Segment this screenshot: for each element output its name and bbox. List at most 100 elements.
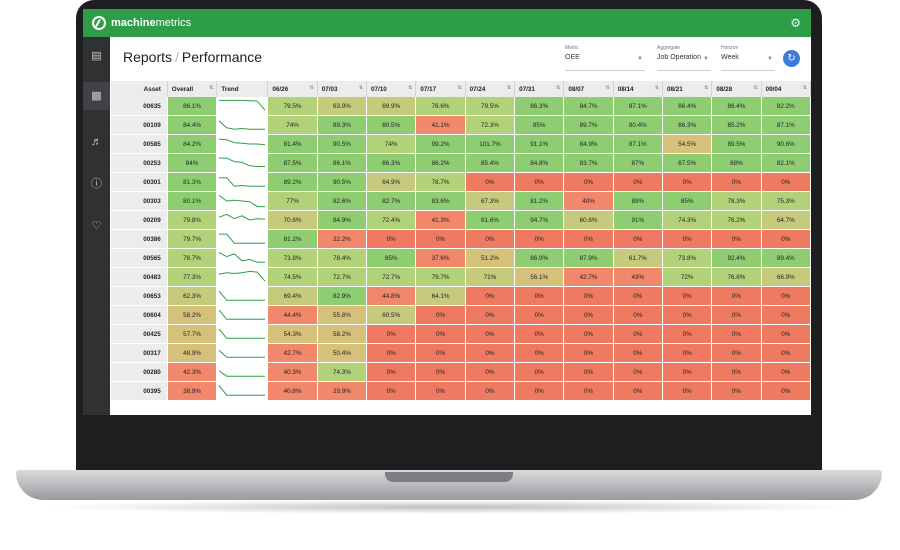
asset-id-cell[interactable]: 00604 — [111, 305, 168, 326]
week-value-cell: 0% — [563, 305, 614, 326]
sort-icon[interactable]: ⇅ — [209, 85, 214, 91]
gear-icon[interactable]: ⚙ — [790, 16, 801, 30]
bell-icon[interactable]: ♬ — [91, 136, 102, 148]
column-header-label: 08/21 — [667, 85, 683, 93]
trend-line — [219, 309, 266, 320]
asset-id-cell[interactable]: 00301 — [111, 172, 168, 193]
table-row[interactable]: 00565 78.7% 73.8% 78.4% 85% 37.6% 51.2% 86.9% 87… — [111, 248, 811, 269]
week-value-cell: 55.8% — [317, 305, 368, 326]
table-row[interactable]: 00653 62.3% 69.4% 82.9% 44.8% 64.1% 0% 0% 0% 0% 0%… — [111, 286, 811, 307]
table-row[interactable]: 00209 79.8% 70.6% 84.9% 72.4% 41.3% 81.6% 94.7%… — [111, 210, 811, 231]
overall-cell: 78.7% — [167, 248, 218, 269]
asset-id-cell[interactable]: 00317 — [111, 343, 168, 364]
asset-id-cell[interactable]: 00653 — [111, 286, 168, 307]
asset-id-cell[interactable]: 00483 — [111, 267, 168, 288]
column-header-5[interactable]: 07/10 ⇅ — [366, 81, 417, 97]
week-value-cell: 0% — [662, 286, 713, 307]
column-header-3[interactable]: 06/26 ⇅ — [267, 81, 318, 97]
table-row[interactable]: 00280 42.3% 40.3% 74.3% 0% 0% 0% 0% 0% 0% 0% 0% 0% — [111, 362, 811, 383]
asset-id-cell[interactable]: 00565 — [111, 248, 168, 269]
sort-icon[interactable]: ⇅ — [556, 85, 561, 91]
week-value-cell: 79.5% — [465, 97, 516, 117]
table-row[interactable]: 00109 84.4% 74% 89.3% 80.5% 41.1% 72.3% 85% 89.7… — [111, 115, 811, 136]
table-row[interactable]: 00483 77.3% 74.5% 72.7% 72.7% 79.7% 71% 56.1% 42… — [111, 267, 811, 288]
sort-icon[interactable]: ⇅ — [408, 85, 413, 91]
sort-icon[interactable]: ⇅ — [309, 85, 314, 91]
sort-icon[interactable]: ⇅ — [358, 85, 364, 91]
asset-id-cell[interactable]: 00280 — [111, 362, 168, 383]
sort-icon[interactable]: ⇅ — [753, 85, 758, 91]
asset-id-cell[interactable]: 00585 — [111, 134, 168, 155]
horizon-select[interactable]: Horizon Week ▼ — [721, 45, 775, 71]
alert-icon[interactable]: ⓘ — [91, 178, 102, 190]
aggregate-select[interactable]: Aggregate Job Operation ▼ — [657, 45, 711, 71]
trend-line — [219, 233, 266, 244]
column-header-12[interactable]: 08/28 ⇅ — [711, 81, 762, 97]
week-value-cell: 0% — [711, 324, 762, 345]
sort-icon[interactable]: ⇅ — [605, 85, 610, 91]
table-row[interactable]: 00635 86.1% 79.5% 63.9% 69.9% 76.6% 79.5% 86.3%… — [111, 97, 811, 117]
refresh-icon[interactable]: ↻ — [783, 50, 800, 67]
week-value-cell: 0% — [366, 343, 417, 364]
sort-icon[interactable]: ⇅ — [704, 85, 709, 91]
column-header-9[interactable]: 08/07 ⇅ — [563, 81, 614, 97]
week-value-cell: 89.5% — [711, 134, 762, 155]
column-header-2[interactable]: Trend — [216, 81, 269, 97]
table-row[interactable]: 00425 57.7% 54.3% 58.2% 0% 0% 0% 0% 0% 0% 0% 0% 0% — [111, 324, 811, 345]
table-row[interactable]: 00253 84% 87.5% 86.1% 86.3% 86.2% 85.4% 84.8% 83… — [111, 153, 811, 174]
column-header-1[interactable]: Overall ⇅ — [167, 81, 218, 97]
column-header-4[interactable]: 07/03 ⇅ — [317, 81, 368, 97]
week-value-cell: 89.2% — [267, 172, 318, 193]
table-row[interactable]: 00395 38.9% 40.8% 29.9% 0% 0% 0% 0% 0% 0% 0% 0% 0% — [111, 381, 811, 402]
column-header-13[interactable]: 09/04 ⇅ — [761, 81, 811, 97]
table-row[interactable]: 00301 81.3% 89.2% 90.5% 64.9% 78.7% 0% 0% 0% 0% 0%… — [111, 172, 811, 193]
trend-line — [219, 370, 266, 377]
column-header-6[interactable]: 07/17 ⇅ — [415, 81, 466, 97]
column-header-7[interactable]: 07/24 ⇅ — [465, 81, 516, 97]
week-value-cell: 0% — [662, 381, 713, 402]
week-value-cell: 0% — [514, 343, 565, 364]
bar-chart-icon[interactable]: ▩ — [83, 82, 110, 110]
asset-id-cell[interactable]: 00253 — [111, 153, 168, 174]
week-value-cell: 0% — [465, 229, 516, 250]
column-header-8[interactable]: 07/31 ⇅ — [514, 81, 565, 97]
week-value-cell: 0% — [366, 324, 417, 345]
heartbeat-icon[interactable]: ♡ — [91, 220, 102, 232]
sort-icon[interactable]: ⇅ — [654, 85, 659, 91]
asset-id-cell[interactable]: 00209 — [111, 210, 168, 231]
asset-id-cell[interactable]: 00386 — [111, 229, 168, 250]
table-row[interactable]: 00585 84.2% 81.4% 90.5% 74% 99.2% 101.7% 91.1% 8… — [111, 134, 811, 155]
week-value-cell: 58.2% — [317, 324, 368, 345]
asset-id-cell[interactable]: 00395 — [111, 381, 168, 402]
dashboard-icon[interactable]: ▤ — [91, 50, 102, 62]
trend-cell — [216, 305, 269, 326]
sort-icon[interactable]: ⇅ — [506, 85, 512, 91]
asset-id-cell[interactable]: 00303 — [111, 191, 168, 212]
asset-id-cell[interactable]: 00635 — [111, 97, 168, 117]
table-row[interactable]: 00317 48.9% 42.7% 50.4% 0% 0% 0% 0% 0% 0% 0% 0% 0% — [111, 343, 811, 364]
week-value-cell: 83.7% — [563, 153, 614, 174]
sort-icon[interactable]: ⇅ — [802, 85, 807, 91]
week-value-cell: 0% — [465, 362, 516, 383]
asset-id-cell[interactable]: 00109 — [111, 115, 168, 136]
sort-icon[interactable]: ⇅ — [457, 85, 462, 91]
week-value-cell: 0% — [465, 343, 516, 364]
asset-id-cell[interactable]: 00425 — [111, 324, 168, 345]
week-value-cell: 60.6% — [563, 210, 614, 231]
breadcrumb-reports[interactable]: Reports — [123, 49, 173, 65]
metric-select[interactable]: Metric OEE ▼ — [565, 45, 645, 71]
week-value-cell: 90.5% — [317, 172, 368, 193]
week-value-cell: 0% — [563, 362, 614, 383]
table-row[interactable]: 00604 58.2% 44.4% 55.8% 60.5% 0% 0% 0% 0% 0% 0% 0% 0… — [111, 305, 811, 326]
chevron-down-icon: ▼ — [637, 56, 643, 62]
brand-name[interactable]: machinemetrics — [111, 17, 191, 29]
week-value-cell: 0% — [366, 362, 417, 383]
table-row[interactable]: 00386 79.7% 81.2% 22.2% 0% 0% 0% 0% 0% 0% 0% 0% 0% — [111, 229, 811, 250]
column-header-10[interactable]: 08/14 ⇅ — [613, 81, 664, 97]
week-value-cell: 73.8% — [267, 248, 318, 269]
column-header-11[interactable]: 08/21 ⇅ — [662, 81, 713, 97]
column-header-0[interactable]: Asset — [111, 81, 168, 97]
column-header-label: Asset — [143, 85, 161, 93]
table-row[interactable]: 00303 80.1% 77% 82.6% 82.7% 83.6% 67.3% 81.2% 40… — [111, 191, 811, 212]
week-value-cell: 87% — [613, 153, 664, 174]
